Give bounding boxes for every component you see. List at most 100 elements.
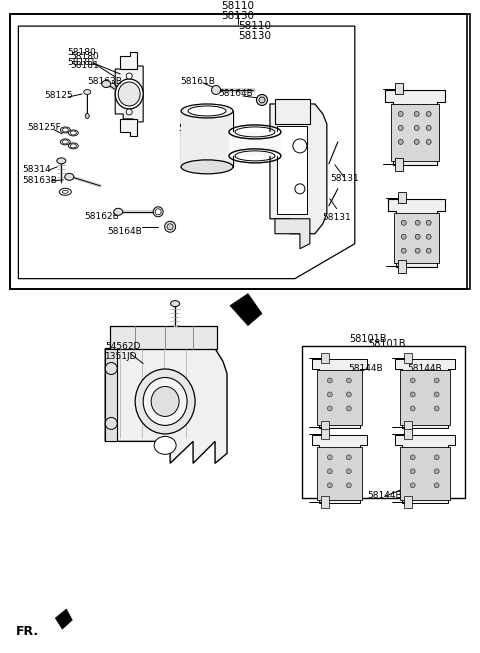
Ellipse shape: [410, 392, 415, 397]
Text: 58144B: 58144B: [394, 104, 428, 114]
Polygon shape: [386, 260, 406, 273]
Polygon shape: [385, 90, 444, 165]
Polygon shape: [388, 199, 444, 266]
Polygon shape: [392, 496, 412, 508]
Polygon shape: [383, 158, 403, 171]
Polygon shape: [270, 104, 327, 234]
Polygon shape: [55, 609, 72, 629]
Ellipse shape: [143, 377, 187, 425]
Ellipse shape: [434, 469, 439, 474]
Text: 58164B: 58164B: [107, 227, 142, 236]
Polygon shape: [18, 26, 355, 279]
Text: 58181: 58181: [70, 61, 99, 69]
Polygon shape: [277, 126, 307, 214]
Ellipse shape: [293, 139, 307, 153]
Ellipse shape: [126, 109, 132, 115]
Ellipse shape: [60, 127, 70, 133]
Polygon shape: [400, 447, 450, 500]
Text: 58131: 58131: [330, 174, 359, 183]
Text: 58181: 58181: [67, 57, 96, 67]
Text: 58162B: 58162B: [84, 212, 119, 221]
Ellipse shape: [346, 483, 351, 488]
Ellipse shape: [181, 104, 233, 118]
Ellipse shape: [414, 139, 419, 144]
Text: 58144B: 58144B: [394, 227, 428, 236]
Ellipse shape: [327, 392, 332, 397]
Polygon shape: [105, 349, 227, 464]
Text: 58144B: 58144B: [316, 481, 350, 490]
Polygon shape: [120, 119, 137, 136]
Ellipse shape: [401, 220, 406, 225]
Polygon shape: [394, 213, 439, 263]
Polygon shape: [105, 349, 117, 441]
Ellipse shape: [346, 378, 351, 383]
Ellipse shape: [181, 160, 233, 174]
Ellipse shape: [84, 89, 91, 95]
Text: 58110: 58110: [221, 1, 254, 11]
Text: 58101B: 58101B: [349, 334, 386, 343]
Text: 58114A: 58114A: [234, 146, 269, 155]
Text: 54562D: 54562D: [105, 342, 141, 351]
Ellipse shape: [85, 114, 89, 118]
Ellipse shape: [434, 455, 439, 460]
Ellipse shape: [426, 125, 431, 131]
Text: FR.: FR.: [15, 624, 38, 637]
Polygon shape: [383, 83, 403, 94]
Ellipse shape: [346, 455, 351, 460]
Ellipse shape: [346, 469, 351, 474]
Ellipse shape: [346, 406, 351, 411]
Text: 58180: 58180: [70, 52, 99, 61]
Ellipse shape: [327, 455, 332, 460]
Ellipse shape: [410, 406, 415, 411]
Ellipse shape: [256, 95, 267, 106]
Ellipse shape: [410, 378, 415, 383]
Ellipse shape: [118, 82, 140, 106]
Polygon shape: [309, 430, 329, 439]
Polygon shape: [115, 62, 143, 126]
Ellipse shape: [62, 190, 68, 193]
Text: 58144B: 58144B: [408, 364, 443, 373]
Ellipse shape: [410, 455, 415, 460]
Ellipse shape: [327, 406, 332, 411]
Polygon shape: [391, 104, 439, 161]
Bar: [11, 14, 469, 289]
Ellipse shape: [346, 392, 351, 397]
Polygon shape: [392, 353, 412, 362]
Polygon shape: [309, 496, 329, 508]
Text: 58112: 58112: [178, 125, 207, 133]
Polygon shape: [309, 353, 329, 362]
Ellipse shape: [398, 139, 403, 144]
Ellipse shape: [401, 234, 406, 239]
Ellipse shape: [65, 173, 74, 180]
Text: 58110: 58110: [238, 21, 271, 31]
Text: 58131: 58131: [322, 214, 350, 222]
Bar: [11, 14, 467, 289]
Text: 58161B: 58161B: [180, 76, 215, 86]
Ellipse shape: [57, 158, 66, 164]
Ellipse shape: [414, 112, 419, 116]
Ellipse shape: [188, 106, 226, 116]
Polygon shape: [110, 326, 217, 349]
Text: 58163B: 58163B: [87, 76, 122, 86]
Polygon shape: [229, 132, 281, 156]
Text: 58163B: 58163B: [23, 176, 57, 185]
Ellipse shape: [212, 86, 220, 95]
Ellipse shape: [170, 300, 180, 307]
Polygon shape: [230, 294, 262, 326]
Text: 58314: 58314: [23, 165, 51, 174]
Text: 58144B: 58144B: [368, 491, 402, 500]
Polygon shape: [275, 99, 310, 124]
Ellipse shape: [68, 143, 78, 149]
Ellipse shape: [259, 97, 265, 103]
Ellipse shape: [105, 417, 117, 430]
Ellipse shape: [126, 73, 132, 79]
Text: 58144B: 58144B: [348, 364, 383, 373]
Polygon shape: [392, 421, 412, 434]
Ellipse shape: [155, 209, 161, 215]
Polygon shape: [181, 111, 233, 167]
Ellipse shape: [115, 79, 143, 109]
Ellipse shape: [327, 378, 332, 383]
Ellipse shape: [434, 406, 439, 411]
Text: 58125: 58125: [44, 91, 73, 101]
Polygon shape: [392, 430, 412, 439]
